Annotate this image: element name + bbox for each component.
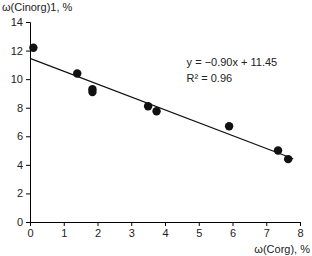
y-tick-label: 10 xyxy=(11,73,23,85)
y-axis-title: ω(Cinorg)1, % xyxy=(2,1,73,13)
y-tick-label: 4 xyxy=(17,159,23,171)
x-tick: 8 xyxy=(297,222,303,239)
annotation: y = −0.90x + 11.45 xyxy=(187,56,278,68)
annotation: R² = 0.96 xyxy=(187,72,233,84)
y-axis-line xyxy=(26,23,31,223)
x-tick: 3 xyxy=(129,222,135,239)
trend-line xyxy=(30,58,293,158)
x-tick-label: 1 xyxy=(61,227,67,239)
x-tick-mark xyxy=(233,222,234,226)
x-tick-label: 5 xyxy=(196,227,202,239)
x-tick-label: 0 xyxy=(27,227,33,239)
x-axis: 0 1 2 3 4 5 6 7 8 xyxy=(27,222,303,239)
x-tick: 4 xyxy=(162,222,168,239)
x-tick-mark xyxy=(64,222,65,226)
x-tick: 1 xyxy=(61,222,67,239)
y-tick-mark xyxy=(26,222,30,223)
y-tick-mark xyxy=(26,136,30,137)
y-tick: 4 xyxy=(17,159,30,171)
x-tick: 5 xyxy=(196,222,202,239)
y-tick: 14 xyxy=(11,16,30,28)
y-tick: 6 xyxy=(17,130,30,142)
plot-area: 01234567802468101214 xyxy=(11,16,304,239)
chart: 01234567802468101214ω(Cinorg)1, %ω(Corg)… xyxy=(0,0,312,256)
x-tick-label: 6 xyxy=(230,227,236,239)
x-tick-label: 4 xyxy=(162,227,168,239)
x-tick-mark xyxy=(266,222,267,226)
point xyxy=(225,122,233,130)
y-tick-label: 14 xyxy=(11,16,23,28)
x-tick-label: 3 xyxy=(129,227,135,239)
x-tick-mark xyxy=(98,222,99,226)
y-tick-label: 12 xyxy=(11,45,23,57)
x-tick-mark xyxy=(131,222,132,226)
y-axis: 0 2 4 6 8 10 12 14 xyxy=(11,16,31,228)
y-tick: 10 xyxy=(11,73,30,85)
y-tick: 2 xyxy=(17,187,30,199)
x-tick-mark xyxy=(199,222,200,226)
y-tick-mark xyxy=(26,79,30,80)
x-axis-line xyxy=(31,223,301,227)
y-tick-mark xyxy=(26,22,30,23)
x-tick: 0 xyxy=(27,222,33,239)
point xyxy=(88,88,96,96)
x-axis-title: ω(Corg), % xyxy=(254,243,310,255)
y-tick: 8 xyxy=(17,102,30,114)
y-tick: 12 xyxy=(11,45,30,57)
y-tick-label: 6 xyxy=(17,130,23,142)
y-tick-mark xyxy=(26,108,30,109)
x-tick: 6 xyxy=(230,222,236,239)
x-tick-mark xyxy=(165,222,166,226)
y-tick: 0 xyxy=(17,216,30,228)
x-tick: 2 xyxy=(95,222,101,239)
y-tick-mark xyxy=(26,165,30,166)
y-tick-label: 0 xyxy=(17,216,23,228)
x-tick-label: 7 xyxy=(264,227,270,239)
y-tick-mark xyxy=(26,51,30,52)
x-tick-label: 2 xyxy=(95,227,101,239)
y-tick-label: 2 xyxy=(17,187,23,199)
x-tick: 7 xyxy=(264,222,270,239)
point xyxy=(29,44,37,52)
x-tick-label: 8 xyxy=(297,227,303,239)
y-tick-label: 8 xyxy=(17,102,23,114)
y-tick-mark xyxy=(26,193,30,194)
x-tick-mark xyxy=(300,222,301,226)
marks xyxy=(29,44,293,164)
